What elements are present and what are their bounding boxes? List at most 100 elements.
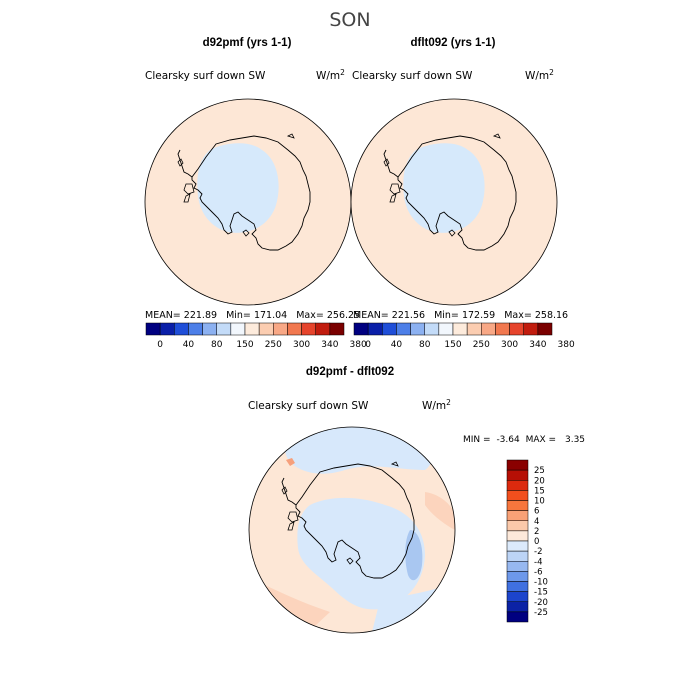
panel-diff-colorbar-tick: 4	[534, 517, 539, 527]
panel-diff-pos-east	[425, 492, 455, 530]
panel-b-units: W/m2	[525, 68, 554, 82]
panel-a-colorbar-swatch	[273, 322, 288, 336]
panel-diff-colorbar-swatch	[506, 500, 529, 511]
panel-b-colorbar-swatch	[537, 322, 553, 336]
panel-diff-colorbar-swatch	[506, 530, 529, 542]
panel-diff-colorbar-tick: -2	[534, 547, 542, 557]
panel-a-colorbar: 0 40 80 150 250 300 340 380	[145, 322, 367, 350]
panel-diff-pos-spot	[286, 458, 295, 466]
panel-b-colorbar-swatch	[410, 322, 425, 336]
panel-diff-colorbar-tick: 0	[534, 537, 539, 547]
panel-a-units: W/m2	[316, 68, 345, 82]
panel-diff-colorbar-swatch	[506, 469, 529, 481]
panel-diff-colorbar-swatch	[506, 581, 529, 592]
panel-diff-colorbar-swatch	[506, 601, 529, 613]
panel-diff-colorbar-tick: 2	[534, 527, 539, 537]
panel-a-colorbar-tick: 340	[321, 340, 338, 350]
panel-a-colorbar-tick: 40	[183, 340, 195, 350]
panel-b-title: dflt092 (yrs 1-1)	[410, 37, 495, 49]
panel-b-colorbar-swatch	[523, 322, 539, 336]
panel-a-colorbar-tick: 380	[350, 340, 367, 350]
panel-diff-colorbar-swatch	[506, 490, 529, 501]
panel-diff-colorbar-tick: 6	[534, 507, 539, 517]
panel-diff-colorbar-tick: -25	[534, 608, 548, 618]
panel-diff-colorbar-swatch	[506, 571, 529, 582]
panel-b-colorbar-swatch	[382, 322, 397, 336]
panel-diff-colorbar-swatch	[506, 459, 529, 471]
panel-a-colorbar-tick: 300	[293, 340, 310, 350]
panel-a-colorbar-swatch	[244, 322, 260, 336]
panel-a-colorbar-swatch	[230, 322, 246, 336]
panel-a: d92pmf (yrs 1-1) Clearsky surf down SW W…	[144, 37, 367, 350]
panel-a-stats: MEAN= 221.89 Min= 171.04 Max= 256.25	[145, 310, 360, 321]
panel-diff: d92pmf - dflt092 Clearsky surf down SW W…	[248, 366, 585, 634]
figure-title: SON	[329, 9, 370, 31]
panel-diff-colorbar-swatch	[506, 520, 529, 532]
panel-b-colorbar-tick: 80	[419, 340, 431, 350]
panel-b-colorbar-tick: 300	[501, 340, 518, 350]
panel-a-map	[145, 99, 351, 305]
panel-diff-variable-label: Clearsky surf down SW	[248, 400, 369, 412]
panel-b-colorbar: 0 40 80 150 250 300 340 380	[353, 322, 575, 350]
panel-diff-frame	[248, 426, 456, 634]
panel-a-colorbar-tick: 0	[157, 340, 163, 350]
panel-a-colorbar-swatch	[216, 322, 232, 336]
panel-b-map	[351, 99, 557, 305]
panel-a-colorbar-tick: 150	[236, 340, 253, 350]
panel-diff-units: W/m2	[422, 398, 451, 412]
panel-b-colorbar-tick: 0	[365, 340, 371, 350]
panel-diff-map	[249, 427, 455, 633]
panel-b-colorbar-swatch	[452, 322, 468, 336]
panel-b-colorbar-swatch	[367, 322, 383, 336]
panel-b-colorbar-tick: 380	[558, 340, 575, 350]
panel-b-colorbar-swatch	[466, 322, 482, 336]
panel-b-colorbar-swatch	[424, 322, 440, 336]
panel-diff-neg-center	[297, 497, 425, 610]
panel-a-colorbar-swatch	[174, 322, 189, 336]
panel-diff-colorbar-tick: -20	[534, 598, 548, 608]
panel-b-colorbar-swatch	[481, 322, 496, 336]
panel-diff-colorbar-swatch	[506, 591, 529, 602]
panel-b-colorbar-tick: 40	[391, 340, 403, 350]
panel-b-colorbar-swatch	[353, 322, 369, 336]
panel-diff-title: d92pmf - dflt092	[306, 366, 394, 378]
panel-diff-colorbar-tick: -6	[534, 567, 542, 577]
panel-a-colorbar-swatch	[145, 322, 161, 336]
panel-diff-colorbar-tick: -15	[534, 588, 548, 598]
panel-b-low-region	[403, 143, 485, 233]
panel-a-colorbar-swatch	[258, 322, 274, 336]
panel-diff-colorbar-swatch	[506, 550, 529, 562]
panel-a-colorbar-swatch	[188, 322, 203, 336]
panel-b-frame	[350, 98, 558, 306]
panel-diff-colorbar-swatch	[506, 561, 529, 572]
panel-a-colorbar-swatch	[202, 322, 217, 336]
panel-b-colorbar-tick: 340	[529, 340, 546, 350]
panel-diff-colorbar-tick: -10	[534, 578, 548, 588]
panel-diff-colorbar-tick: 10	[534, 497, 545, 507]
panel-diff-stats: MIN = -3.64 MAX = 3.35	[463, 435, 585, 445]
panel-b-stats: MEAN= 221.56 Min= 172.59 Max= 258.16	[353, 310, 568, 321]
panel-diff-colorbar-swatch	[506, 510, 529, 521]
panel-diff-colorbar-tick: -4	[534, 557, 542, 567]
panel-diff-colorbar-tick: 20	[534, 476, 545, 486]
panel-diff-colorbar-swatch	[506, 540, 529, 552]
panel-b-colorbar-swatch	[509, 322, 524, 336]
panel-diff-neg-north	[285, 427, 432, 474]
panel-a-colorbar-swatch	[329, 322, 345, 336]
panel-a-colorbar-swatch	[301, 322, 316, 336]
panel-b-colorbar-swatch	[396, 322, 411, 336]
panel-a-colorbar-swatch	[287, 322, 302, 336]
panel-a-title: d92pmf (yrs 1-1)	[203, 37, 292, 49]
panel-a-variable-label: Clearsky surf down SW	[145, 70, 266, 82]
panel-a-low-region	[197, 143, 279, 233]
panel-b: dflt092 (yrs 1-1) Clearsky surf down SW …	[350, 37, 575, 350]
panel-diff-colorbar-tick: 15	[534, 486, 545, 496]
panel-b-colorbar-tick: 250	[473, 340, 490, 350]
panel-a-colorbar-tick: 80	[211, 340, 223, 350]
panel-diff-colorbar-swatch	[506, 480, 529, 491]
panel-a-colorbar-swatch	[315, 322, 331, 336]
panel-b-colorbar-tick: 150	[444, 340, 461, 350]
panel-diff-colorbar-tick: 25	[534, 466, 545, 476]
panel-b-colorbar-swatch	[438, 322, 454, 336]
